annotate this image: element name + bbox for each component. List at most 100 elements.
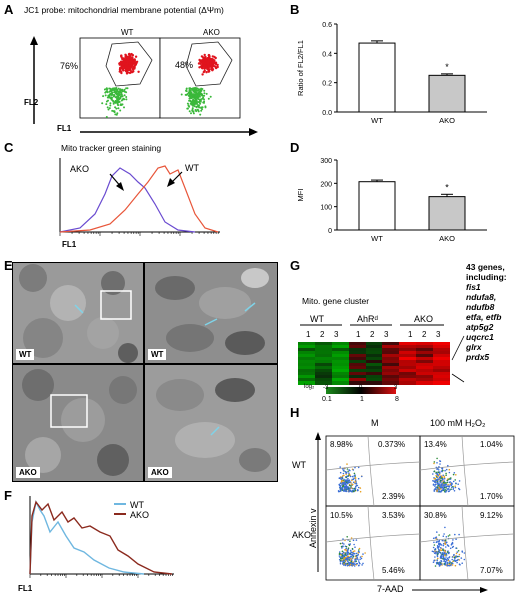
- panel-a-ako-gated-dot: [205, 71, 208, 74]
- panel-h-ako-h2o2-event-dot: [435, 536, 438, 538]
- panel-a-ako-gated-dot: [206, 67, 209, 71]
- panel-h-ako-h2o2-event-dot: [450, 544, 453, 546]
- panel-h-ako-h2o2-event-dot: [436, 531, 438, 533]
- heatmap-cell: [382, 345, 400, 349]
- panel-a-ako-ungated-dot: [196, 102, 199, 105]
- panel-a-wt-ungated-dot: [114, 106, 117, 109]
- panel-h-wt-h2o2-event-dot: [444, 469, 446, 472]
- heatmap-cell: [433, 354, 451, 358]
- panel-a-wt-ungated-dot: [112, 88, 115, 91]
- panel-h-ako-h2o2-event-dot: [458, 555, 460, 558]
- panel-h-wt-m-event-dot: [346, 478, 349, 480]
- panel-h-ako-m-event-dot: [341, 547, 343, 549]
- panel-h-ako-m-event-dot: [356, 562, 359, 565]
- panel-h-ako-h2o2-event-dot: [444, 543, 447, 545]
- heatmap-cell: [382, 351, 400, 355]
- panel-h-wt-h2o2-event-dot: [445, 489, 447, 491]
- em-texture-ako-low: [22, 369, 137, 476]
- panel-h-wt-h2o2-event-dot: [439, 491, 441, 493]
- panel-h-wt-m-event-dot: [345, 471, 348, 473]
- panel-h-ako-h2o2-event-dot: [452, 545, 455, 548]
- panel-h-ako-h2o2-event-dot: [437, 540, 439, 543]
- panel-a-wt-gated-dot: [132, 61, 135, 64]
- panel-h-ako-h2o2-event-dot: [440, 554, 443, 556]
- panel-a-wt-gated-dot: [118, 62, 122, 65]
- panel-a-wt-ungated-dot: [113, 91, 116, 94]
- panel-h-ako-h2o2-event-dot: [445, 552, 448, 555]
- panel-a-wt-gated-dot: [134, 55, 138, 58]
- panel-f-legend-wt: WT: [130, 500, 144, 510]
- panel-h-wt-m-event-dot: [348, 469, 350, 471]
- heatmap-cell: [348, 354, 367, 358]
- panel-a-wt-ungated-dot: [109, 102, 112, 105]
- panel-h-wt-h2o2-event-dot: [432, 484, 435, 486]
- panel-h-wt-h2o2-event-dot: [450, 484, 453, 487]
- h-wt-m-q1: 8.98%: [330, 440, 353, 449]
- panel-h-wt-h2o2-event-dot: [452, 487, 455, 489]
- heatmap-cell: [365, 357, 383, 361]
- panel-h-wt-h2o2-event-dot: [433, 462, 435, 465]
- panel-a-ako-ungated-dot: [188, 95, 191, 98]
- panel-a-wt-ungated-dot: [106, 88, 109, 91]
- panel-h-wt-m-event-dot: [344, 483, 347, 485]
- panel-g-genes: 43 genes, including: fis1 ndufa8, ndufb8…: [466, 262, 520, 362]
- panel-a-wt-ungated-dot: [106, 91, 109, 94]
- panel-h-ako-m-event-dot: [341, 556, 344, 558]
- panel-h-wt-h2o2-event-dot: [442, 478, 444, 480]
- panel-a-ako-gated-dot: [198, 58, 201, 62]
- heatmap-cell: [433, 366, 451, 370]
- panel-h-ako-h2o2-event-dot: [438, 545, 440, 548]
- panel-h-ako-m-event-dot: [341, 542, 344, 544]
- panel-a-wt-ungated-dot: [112, 100, 115, 103]
- panel-b-ytick-label: 0.2: [322, 81, 332, 88]
- panel-a-ako-ungated-dot: [198, 104, 200, 107]
- panel-h-wt-h2o2-event-dot: [432, 473, 434, 475]
- heatmap-cell: [298, 366, 316, 370]
- panel-h-ako-m-event-dot: [352, 556, 354, 558]
- panel-a-ako-ungated-dot: [186, 93, 189, 95]
- heatmap-cell: [365, 363, 383, 367]
- panel-h-ako-h2o2-event-dot: [433, 544, 436, 546]
- panel-h-col-title-1: M: [371, 418, 379, 428]
- panel-h-wt-h2o2-event-dot: [444, 483, 446, 486]
- panel-h-wt-m-event-dot: [351, 483, 353, 486]
- panel-h-wt-m-event-dot: [341, 486, 343, 489]
- panel-a-wt-gated-dot: [125, 60, 129, 63]
- panel-h-ako-h2o2-event-dot: [445, 546, 447, 548]
- panel-h-wt-m-event-dot: [347, 475, 349, 477]
- gene-6: glrx: [466, 342, 482, 352]
- panel-h-ako-m-event-dot: [347, 549, 349, 551]
- panel-h-ako-m-event-dot: [359, 562, 361, 565]
- panel-h-ako-m-event-dot: [340, 557, 342, 560]
- panel-h-ako-m-event-dot: [351, 554, 354, 556]
- heatmap-cell: [348, 342, 367, 346]
- heatmap-cell: [314, 378, 333, 382]
- panel-h-wt-m-event-dot: [348, 484, 351, 487]
- panel-h-ako-m-event-dot: [342, 563, 344, 565]
- panel-h-wt-m-event-dot: [353, 472, 356, 475]
- panel-h-wt-m-event-dot: [339, 490, 342, 492]
- panel-h-wt-m-event-dot: [354, 479, 357, 481]
- panel-h-wt-h2o2-event-dot: [443, 478, 446, 480]
- panel-h-ako-m-event-dot: [352, 550, 355, 553]
- heatmap-cell: [348, 348, 367, 352]
- panel-h-ako-h2o2-event-dot: [440, 552, 442, 554]
- panel-h-wt-h2o2-event-dot: [451, 486, 453, 489]
- panel-h-ako-h2o2-event-dot: [448, 556, 450, 559]
- panel-a-ako-gated-dot: [204, 57, 207, 60]
- panel-h-wt-m-event-dot: [344, 479, 347, 481]
- panel-label-b: B: [290, 2, 300, 17]
- panel-h-wt-m-event-dot: [346, 488, 348, 490]
- panel-h-ako-m-event-dot: [347, 547, 350, 549]
- panel-a-wt-gated-dot: [118, 68, 122, 71]
- panel-g-replicate-label: 1: [356, 330, 361, 339]
- panel-h-wt-h2o2-event-dot: [448, 468, 451, 471]
- panel-a-wt-gated-dot: [133, 66, 136, 69]
- panel-h-wt-h2o2-event-dot: [440, 483, 443, 486]
- panel-a-ako-ungated-dot: [195, 106, 198, 109]
- panel-a-wt-ungated-dot: [117, 107, 120, 110]
- panel-h-ako-m-event-dot: [342, 538, 344, 540]
- panel-h-ako-m-event-dot: [343, 555, 345, 557]
- panel-a-ako-gated-dot: [205, 65, 208, 69]
- panel-a-ako-ungated-dot: [196, 87, 199, 90]
